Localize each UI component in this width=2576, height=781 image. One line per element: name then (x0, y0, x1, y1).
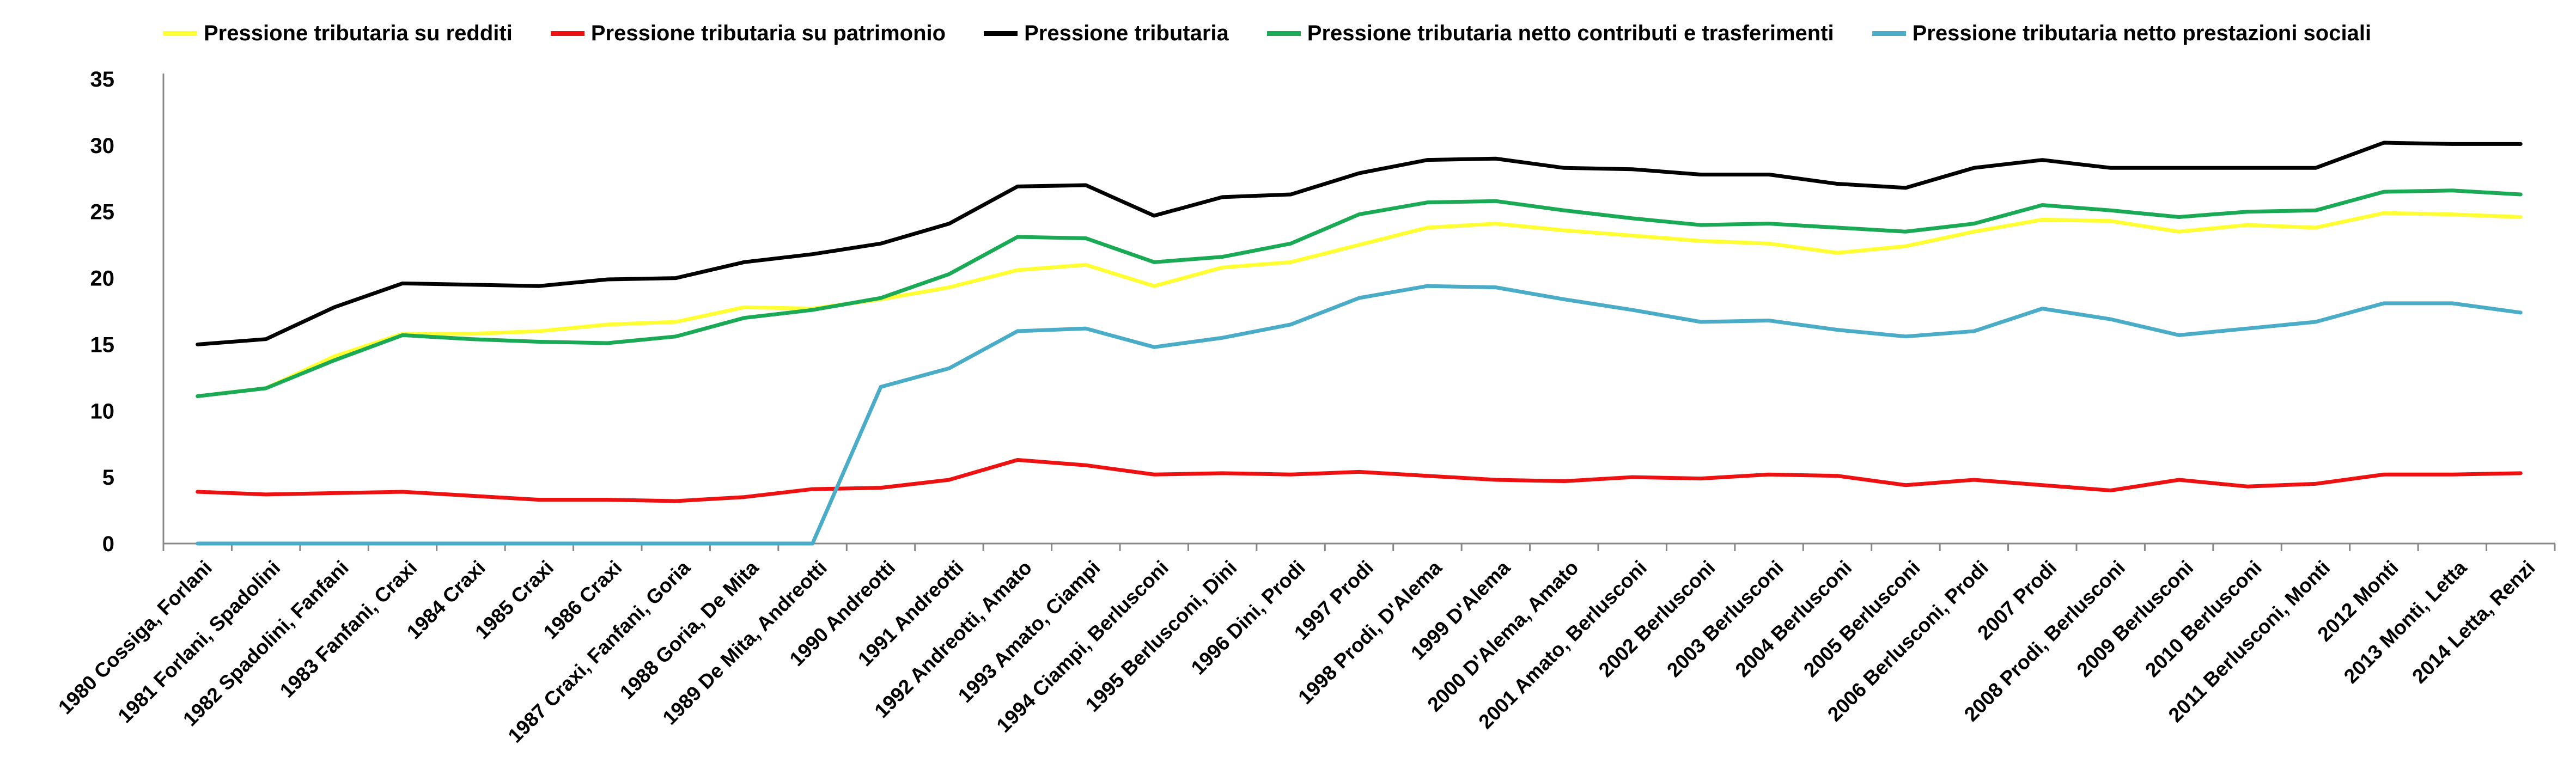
series-line-2 (196, 457, 2523, 503)
series-line-4 (196, 188, 2523, 398)
x-tick-label: 2014 Letta, Renzi (2408, 556, 2539, 687)
series-lines (196, 141, 2523, 546)
legend-swatch (984, 30, 1018, 36)
legend-swatch (163, 30, 197, 36)
y-tick-label: 30 (90, 134, 115, 158)
x-tick-label: 2010 Berlusconi (2141, 556, 2266, 681)
series-line-1 (196, 211, 2523, 398)
legend-item: Pressione tributaria (984, 21, 1229, 46)
legend-label: Pressione tributaria su patrimonio (590, 21, 946, 45)
y-tick-label: 15 (90, 333, 115, 357)
y-tick-label: 0 (102, 532, 114, 556)
legend-swatch (550, 30, 584, 36)
legend-item: Pressione tributaria netto prestazioni s… (1872, 21, 2371, 46)
series-line-3 (196, 141, 2523, 346)
legend-item: Pressione tributaria su patrimonio (550, 21, 946, 46)
legend-label: Pressione tributaria netto prestazioni s… (1912, 21, 2372, 45)
legend-swatch (1872, 30, 1906, 36)
y-tick-label: 35 (90, 68, 115, 91)
legend-label: Pressione tributaria (1024, 21, 1229, 45)
y-tick-label: 20 (90, 267, 115, 291)
x-tick-label: 2004 Berlusconi (1731, 556, 1856, 681)
x-tick-label: 2009 Berlusconi (2073, 556, 2198, 681)
legend-item: Pressione tributaria netto contributi e … (1266, 21, 1834, 46)
x-tick-label: 1983 Fanfani, Craxi (276, 556, 421, 701)
x-tick-label: 2002 Berlusconi (1594, 556, 1720, 681)
x-tick-label: 2013 Monti, Letta (2340, 556, 2471, 688)
x-tick-label: 1996 Dini, Prodi (1187, 556, 1310, 679)
y-axis-tick-labels: 0 5 10 15 20 25 30 35 (90, 68, 115, 556)
series-line-5 (196, 284, 2523, 546)
y-tick-label: 10 (90, 399, 115, 423)
x-tick-label: 2005 Berlusconi (1799, 556, 1925, 681)
y-tick-label: 25 (90, 200, 115, 224)
legend-item: Pressione tributaria su redditi (163, 21, 513, 46)
x-tick-label: 1988 Goria, De Mita (616, 556, 763, 704)
legend-label: Pressione tributaria su redditi (204, 21, 513, 45)
legend-swatch (1266, 30, 1301, 36)
y-tick-label: 5 (102, 466, 114, 490)
x-tick-label: 2003 Berlusconi (1662, 556, 1788, 681)
legend-label: Pressione tributaria netto contributi e … (1307, 21, 1834, 45)
legend: Pressione tributaria su redditi Pressione… (163, 14, 2371, 52)
